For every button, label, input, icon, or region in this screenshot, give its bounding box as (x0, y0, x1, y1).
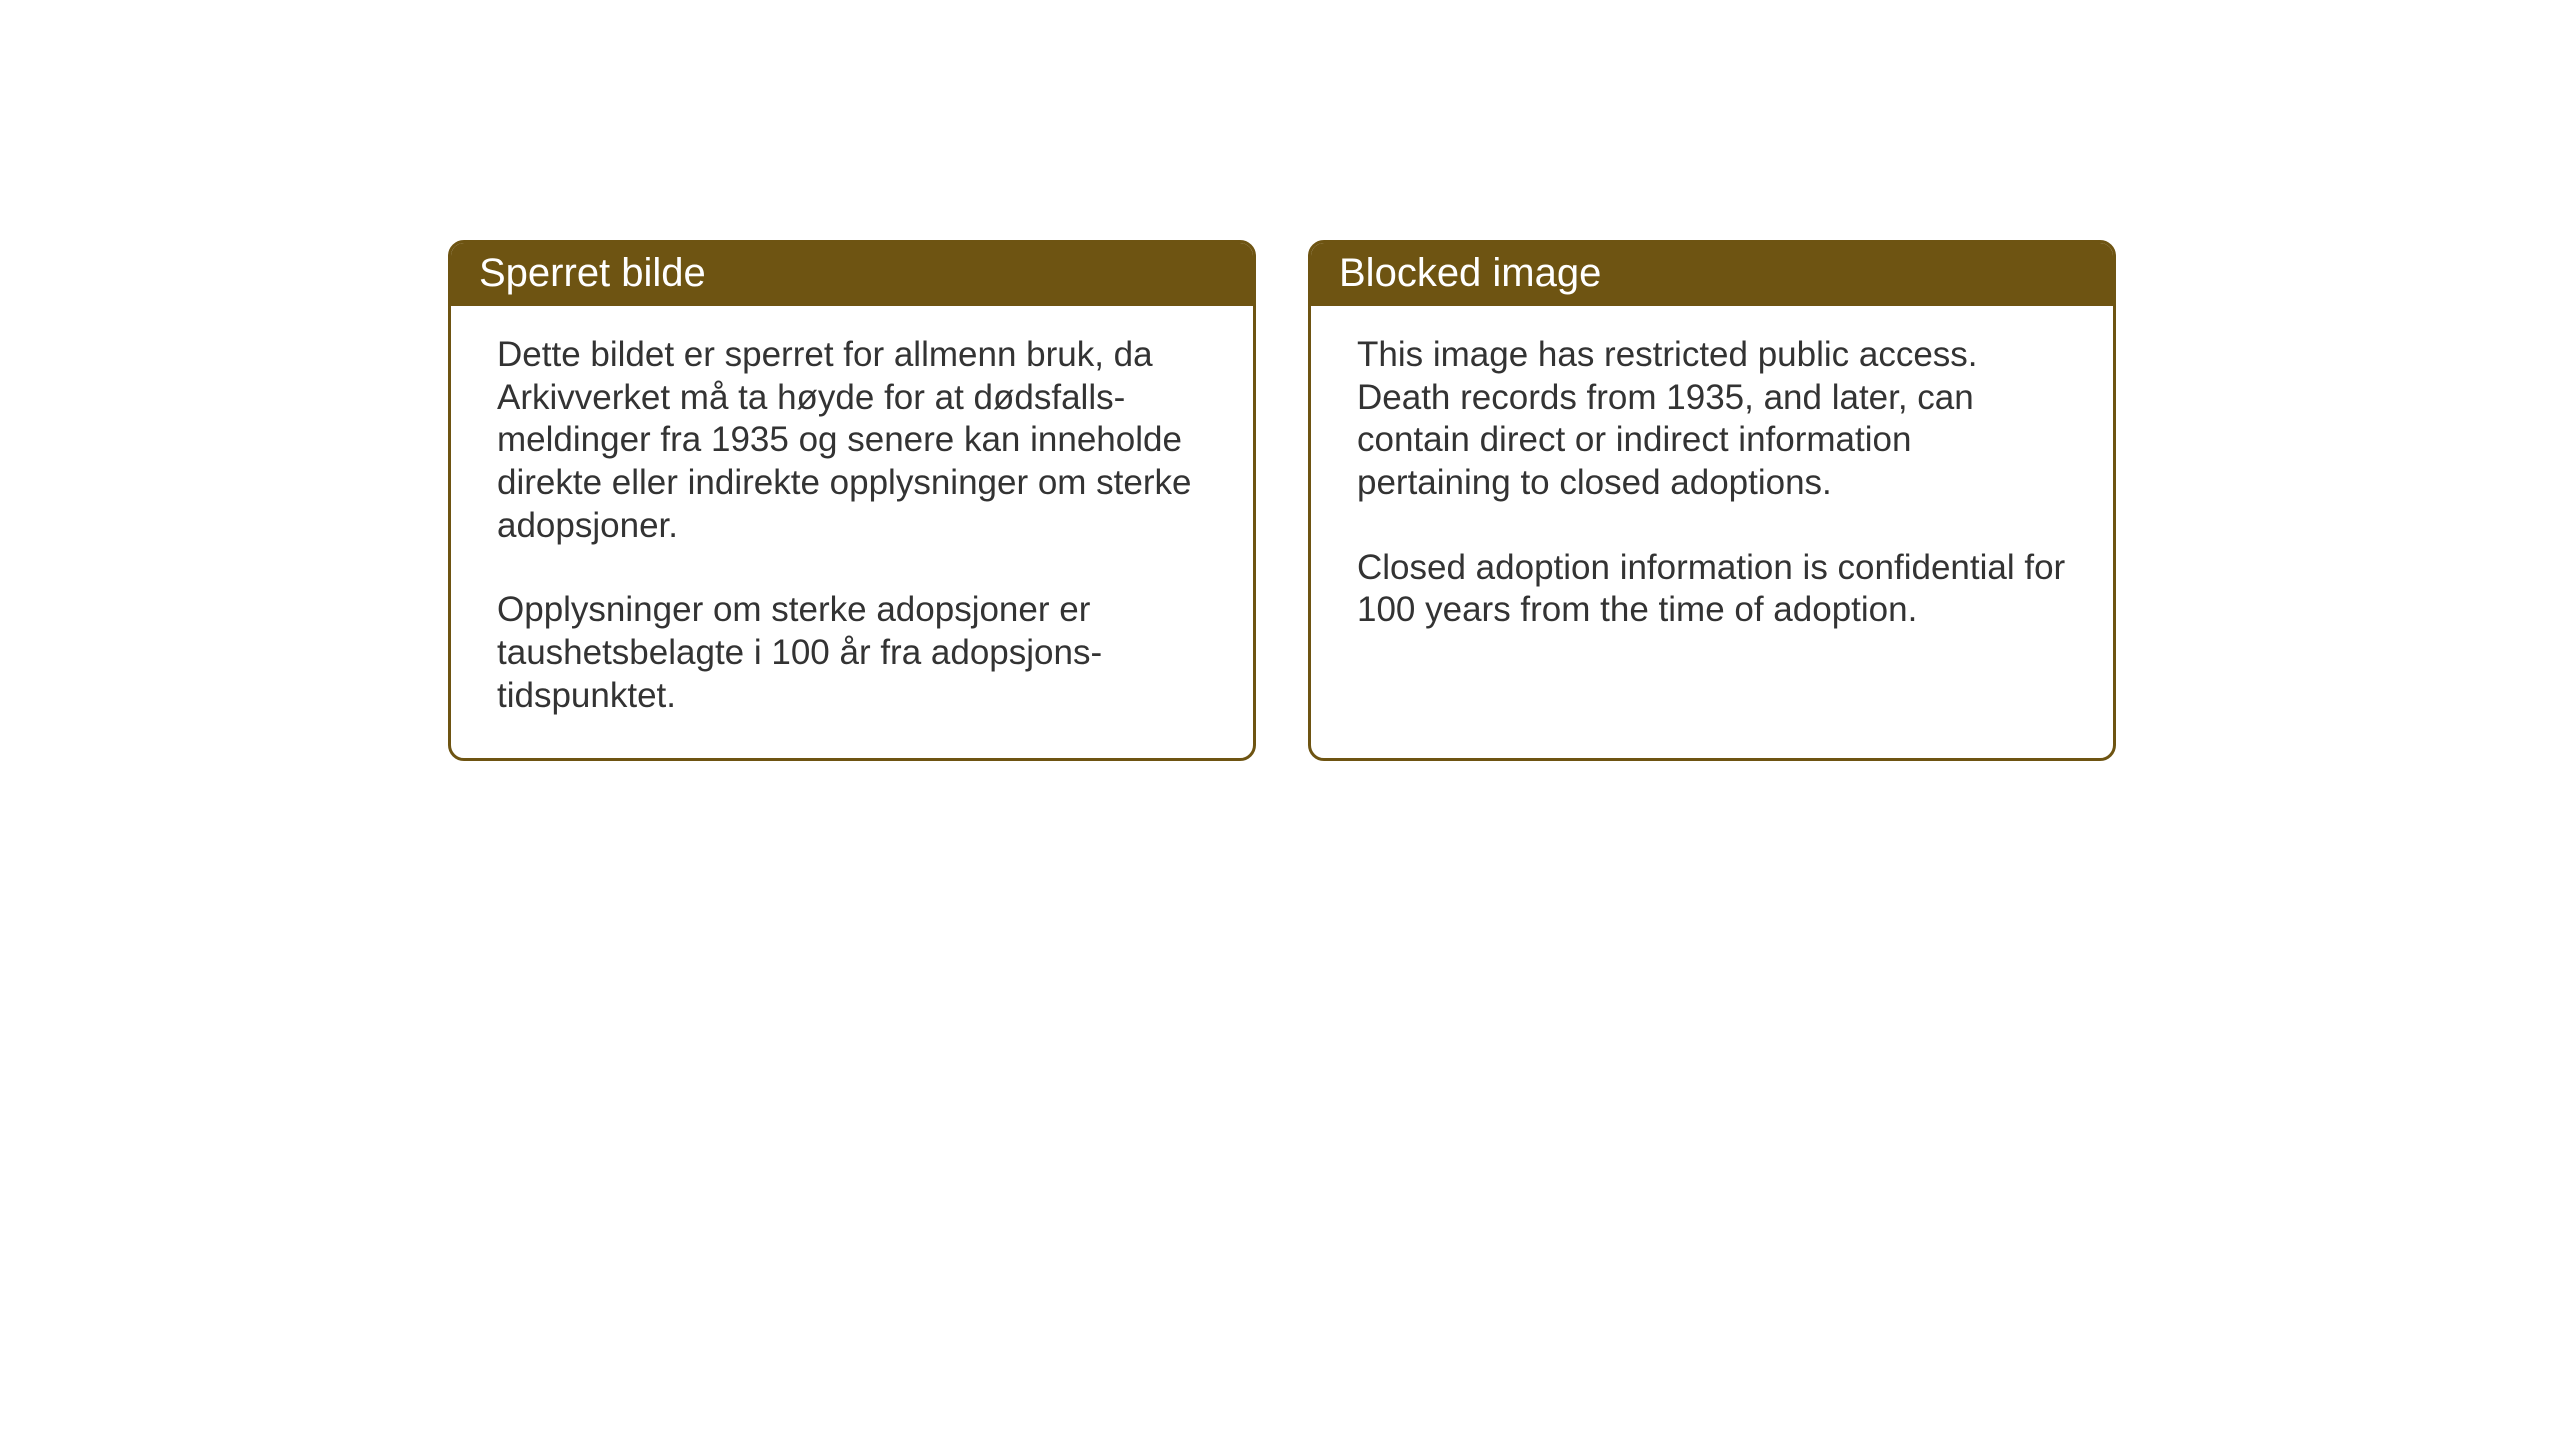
english-paragraph-1: This image has restricted public access.… (1357, 334, 2067, 505)
norwegian-card: Sperret bilde Dette bildet er sperret fo… (448, 240, 1256, 761)
english-card-title: Blocked image (1311, 243, 2113, 306)
english-card-body: This image has restricted public access.… (1311, 306, 2113, 672)
notice-cards-container: Sperret bilde Dette bildet er sperret fo… (448, 240, 2116, 761)
norwegian-paragraph-1: Dette bildet er sperret for allmenn bruk… (497, 334, 1207, 547)
english-paragraph-2: Closed adoption information is confident… (1357, 547, 2067, 632)
norwegian-card-title: Sperret bilde (451, 243, 1253, 306)
norwegian-card-body: Dette bildet er sperret for allmenn bruk… (451, 306, 1253, 758)
english-card: Blocked image This image has restricted … (1308, 240, 2116, 761)
norwegian-paragraph-2: Opplysninger om sterke adopsjoner er tau… (497, 589, 1207, 717)
